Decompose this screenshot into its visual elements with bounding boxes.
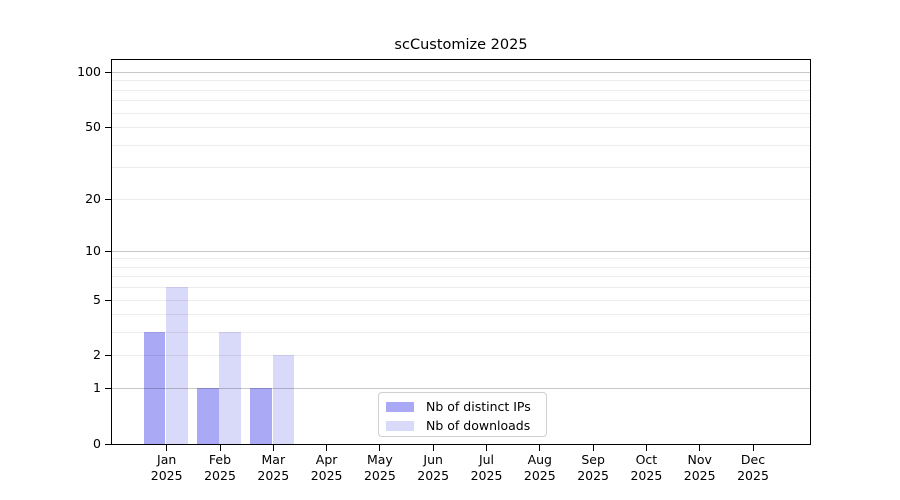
legend-swatch-downloads — [386, 421, 414, 431]
gridline-60 — [112, 112, 810, 114]
gridline-7 — [112, 276, 810, 278]
x-tick-label-jul: Jul 2025 — [470, 452, 503, 483]
bar-jan-distinct-ips — [143, 332, 166, 444]
y-tick-label-10: 10 — [85, 242, 101, 258]
x-tick-mark — [379, 445, 381, 451]
legend-label: Nb of downloads — [426, 418, 531, 433]
y-tick-mark — [105, 250, 112, 252]
x-tick-mark — [326, 445, 328, 451]
legend-label: Nb of distinct IPs — [426, 399, 531, 414]
y-tick-label-50: 50 — [85, 118, 101, 134]
x-tick-mark — [486, 445, 487, 451]
x-tick-label-mar: Mar 2025 — [257, 452, 290, 483]
x-tick-mark — [219, 445, 221, 451]
gridline-1 — [112, 388, 810, 390]
y-tick-mark — [105, 355, 112, 357]
gridline-50 — [112, 126, 810, 128]
y-tick-label-100: 100 — [77, 63, 101, 79]
gridline-90 — [112, 80, 810, 82]
gridline-6 — [112, 287, 810, 289]
x-tick-label-jan: Jan 2025 — [150, 452, 183, 483]
y-tick-label-1: 1 — [93, 380, 101, 396]
gridline-20 — [112, 198, 810, 200]
y-tick-mark — [105, 126, 112, 128]
legend-swatch-distinct-ips — [386, 402, 414, 412]
gridline-8 — [112, 266, 810, 268]
legend-item-distinct-ips: Nb of distinct IPs — [386, 398, 546, 416]
gridline-3 — [112, 332, 810, 334]
gridline-100 — [112, 71, 810, 73]
bar-mar-downloads — [272, 355, 295, 444]
x-tick-mark — [752, 445, 754, 451]
gridline-70 — [112, 100, 810, 102]
gridline-80 — [112, 89, 810, 91]
bar-jan-downloads — [166, 287, 188, 444]
y-tick-mark — [105, 299, 112, 301]
x-tick-mark — [539, 445, 541, 451]
x-tick-label-aug: Aug 2025 — [523, 452, 556, 483]
gridline-2 — [112, 355, 810, 357]
gridline-30 — [112, 167, 810, 169]
y-tick-label-2: 2 — [93, 347, 101, 363]
x-tick-mark — [432, 445, 434, 451]
gridline-4 — [112, 314, 810, 316]
y-tick-mark — [105, 388, 112, 390]
x-tick-label-may: May 2025 — [363, 452, 396, 483]
plot-area — [111, 59, 811, 445]
x-tick-label-dec: Dec 2025 — [737, 452, 769, 483]
gridline-5 — [112, 299, 810, 301]
x-tick-mark — [592, 445, 594, 451]
x-tick-mark — [699, 445, 701, 451]
bar-mar-distinct-ips — [250, 388, 272, 444]
x-tick-mark — [645, 445, 647, 451]
bar-feb-downloads — [219, 332, 241, 444]
y-tick-label-5: 5 — [93, 291, 101, 307]
y-tick-mark — [105, 198, 112, 200]
x-tick-mark — [272, 445, 274, 451]
y-tick-label-20: 20 — [85, 190, 101, 206]
gridline-9 — [112, 258, 810, 260]
x-tick-label-apr: Apr 2025 — [310, 452, 343, 483]
legend: Nb of distinct IPs Nb of downloads — [378, 392, 547, 437]
x-tick-label-nov: Nov 2025 — [683, 452, 716, 483]
y-tick-mark — [105, 444, 112, 445]
x-tick-label-jun: Jun 2025 — [417, 452, 450, 483]
gridline-10 — [112, 250, 810, 252]
y-tick-label-0: 0 — [93, 436, 101, 451]
x-tick-label-oct: Oct 2025 — [630, 452, 663, 483]
legend-item-downloads: Nb of downloads — [386, 417, 546, 435]
y-tick-mark — [105, 71, 112, 73]
chart-title: scCustomize 2025 — [394, 37, 528, 53]
x-tick-mark — [166, 445, 168, 451]
x-tick-label-feb: Feb 2025 — [204, 452, 236, 483]
bar-feb-distinct-ips — [197, 388, 219, 444]
x-tick-label-sep: Sep 2025 — [577, 452, 609, 483]
gridline-40 — [112, 144, 810, 146]
